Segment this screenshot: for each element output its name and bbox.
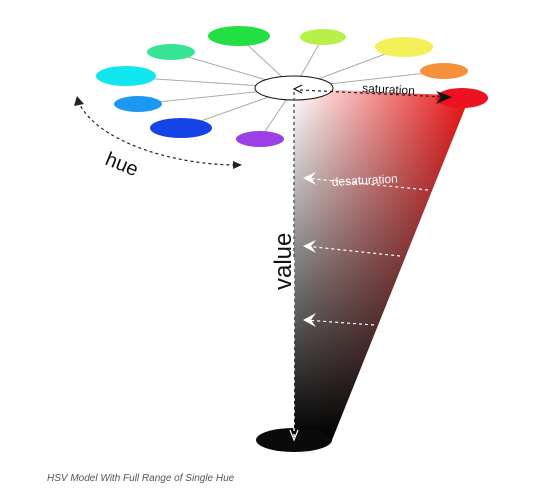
hue-arc-arrow [77, 100, 239, 166]
hue-swatch-lime [300, 29, 346, 45]
saturation-arrow [299, 89, 447, 98]
hue-swatch-blue [150, 118, 212, 138]
hsv-center-hub [254, 75, 334, 101]
saturation-label: saturation [362, 81, 415, 98]
hue-arc-arrowhead-end [233, 161, 242, 169]
value-label: value [270, 233, 297, 290]
hue-swatch-red [436, 88, 488, 108]
hue-swatch-green [208, 26, 270, 46]
saturation-arrowhead [436, 91, 452, 104]
hue-swatch-purple [236, 131, 284, 147]
hue-swatch-spring-green [147, 44, 195, 60]
desaturation-label: desaturation [331, 172, 398, 189]
value-saturation-wedge [294, 88, 470, 440]
figure-caption: HSV Model With Full Range of Single Hue [47, 473, 235, 484]
saturation-arrowhead-back [292, 84, 303, 94]
hue-swatch-orange [420, 63, 468, 79]
value-axis-arrowhead [289, 429, 299, 442]
hue-swatches [96, 26, 468, 148]
hue-label: hue [102, 148, 141, 181]
hue-swatch-azure [114, 96, 162, 112]
hue-arc-arrowhead-start [74, 96, 84, 106]
desaturation-arrows [303, 172, 429, 327]
hue-swatch-yellow [375, 37, 433, 57]
hue-swatch-cyan [96, 66, 156, 86]
